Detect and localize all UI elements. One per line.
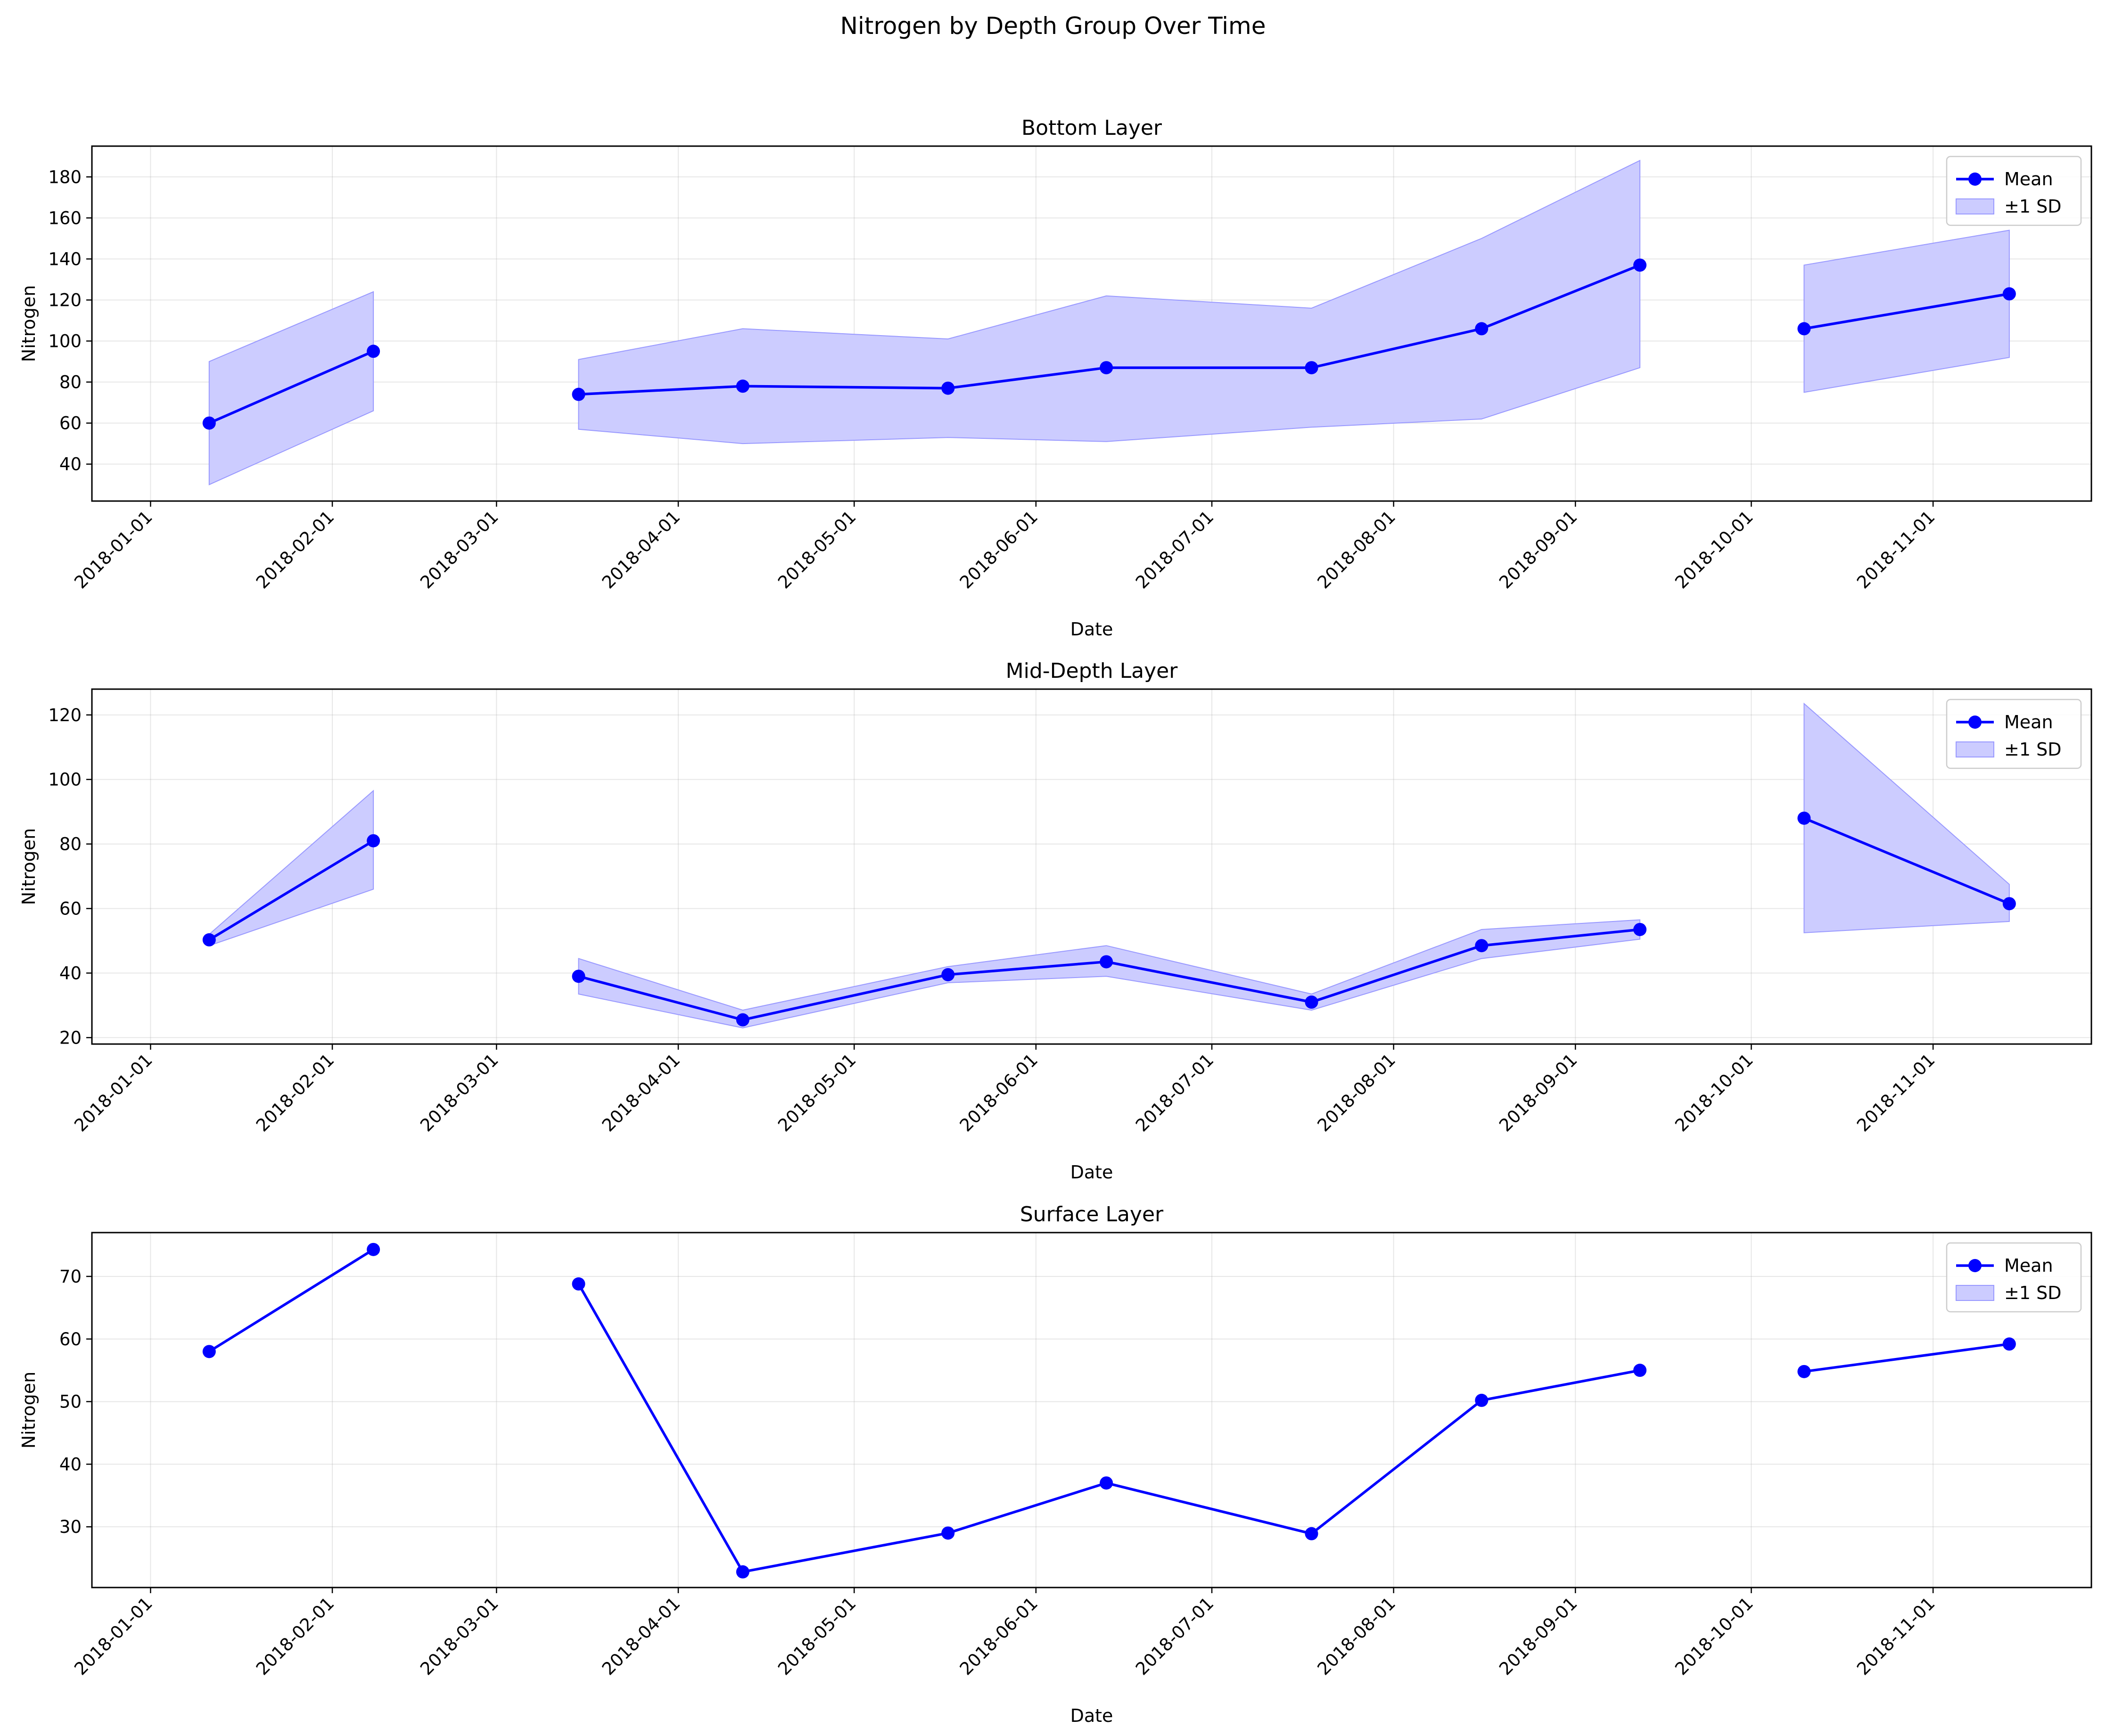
y-axis-label: Nitrogen	[18, 1372, 39, 1449]
y-tick-label: 120	[48, 290, 82, 310]
sd-band-segment-3	[1803, 702, 2010, 933]
mean-line-segment-3	[1804, 1342, 2010, 1373]
figure-title: Nitrogen by Depth Group Over Time	[840, 12, 1266, 40]
mean-point	[202, 933, 216, 946]
mean-point	[941, 1526, 955, 1540]
subplot-title: Bottom Layer	[1021, 116, 1162, 140]
mean-line-segment-1	[208, 350, 374, 425]
mean-point	[1305, 996, 1318, 1009]
sd-band-segment-2	[578, 159, 1641, 444]
axes-frame	[91, 688, 2092, 1045]
y-tick-label: 60	[59, 898, 82, 919]
legend-label-sd: ±1 SD	[2004, 739, 2061, 760]
mean-point	[1305, 361, 1318, 375]
y-tick-label: 140	[48, 249, 82, 269]
mean-point	[2002, 287, 2016, 301]
mean-point	[1633, 922, 1647, 936]
sd-band-segment-2	[578, 919, 1641, 1028]
mean-point	[1475, 939, 1489, 953]
mean-line-segment-1	[208, 1248, 374, 1353]
y-tick-label: 120	[48, 705, 82, 725]
y-tick-label: 100	[48, 331, 82, 351]
mean-point	[367, 834, 380, 847]
mean-point	[941, 968, 955, 981]
mean-point	[572, 1277, 585, 1291]
y-tick-label: 70	[59, 1267, 82, 1287]
plot-area	[92, 689, 2091, 1044]
legend: Mean ±1 SD	[1946, 1242, 2082, 1313]
y-tick-label: 80	[59, 372, 82, 393]
mean-point	[1100, 361, 1113, 375]
mean-point	[1100, 1476, 1113, 1490]
plot-area	[92, 1233, 2091, 1588]
mean-point	[1797, 322, 1811, 336]
y-tick-label: 180	[48, 167, 82, 187]
mean-point	[1305, 1527, 1318, 1540]
mean-point	[367, 345, 380, 358]
y-tick-label: 40	[59, 454, 82, 475]
mean-point	[1475, 1393, 1489, 1407]
y-tick-label: 30	[59, 1517, 82, 1537]
mean-point	[1633, 258, 1647, 272]
mean-point	[1100, 955, 1113, 969]
legend-label-mean: Mean	[2004, 712, 2053, 732]
mean-line-segment-1	[208, 839, 374, 941]
subplot-title: Mid-Depth Layer	[1006, 659, 1178, 683]
chart-panel-1: 2018-01-01 2018-02-01 2018-03-01 2018-04-01…	[18, 116, 2092, 640]
mean-point	[736, 379, 749, 393]
y-tick-label: 160	[48, 208, 82, 228]
legend-label-mean: Mean	[2004, 1255, 2053, 1276]
legend-label-sd: ±1 SD	[2004, 196, 2061, 217]
mean-point	[1797, 811, 1811, 825]
mean-point	[736, 1013, 749, 1027]
legend-mean-marker	[1968, 716, 1982, 729]
mean-point	[367, 1242, 380, 1256]
y-tick-label: 80	[59, 834, 82, 855]
mean-point	[572, 970, 585, 983]
mean-point	[1797, 1365, 1811, 1378]
mean-point	[2002, 1337, 2016, 1351]
mean-line-segment-3	[1803, 292, 2010, 330]
y-axis-label: Nitrogen	[18, 285, 39, 362]
y-tick-label: 60	[59, 413, 82, 434]
x-axis-label: Date	[1070, 1705, 1113, 1726]
x-axis-label: Date	[1070, 619, 1113, 640]
mean-point	[202, 1345, 216, 1358]
legend: Mean ±1 SD	[1946, 699, 2082, 769]
y-tick-label: 40	[59, 1454, 82, 1474]
mean-point	[202, 416, 216, 430]
axes-frame	[91, 1232, 2092, 1588]
mean-point	[2002, 897, 2016, 911]
mean-point	[736, 1565, 749, 1579]
mean-point	[941, 381, 955, 395]
axes-frame	[91, 145, 2092, 502]
mean-line-segment-3	[1803, 817, 2010, 905]
subplot-title: Surface Layer	[1020, 1202, 1164, 1226]
legend-sd-swatch	[1956, 198, 1994, 214]
y-tick-label: 20	[59, 1028, 82, 1048]
y-tick-label: 100	[48, 770, 82, 790]
chart-panels: 2018-01-01 2018-02-01 2018-03-01 2018-04-01…	[18, 116, 2092, 1726]
x-axis-label: Date	[1070, 1162, 1113, 1183]
y-tick-label: 50	[59, 1392, 82, 1412]
legend: Mean ±1 SD	[1946, 156, 2082, 226]
y-tick-label: 40	[59, 963, 82, 983]
mean-point	[1633, 1364, 1647, 1377]
y-axis-label: Nitrogen	[18, 828, 39, 905]
mean-point	[1475, 322, 1489, 336]
legend-label-sd: ±1 SD	[2004, 1283, 2061, 1303]
legend-sd-swatch	[1956, 741, 1994, 757]
legend-label-mean: Mean	[2004, 169, 2053, 189]
y-tick-label: 60	[59, 1329, 82, 1349]
legend-mean-marker	[1968, 1259, 1982, 1272]
legend-sd-swatch	[1956, 1285, 1994, 1301]
mean-point	[572, 387, 585, 401]
legend-mean-marker	[1968, 173, 1982, 186]
